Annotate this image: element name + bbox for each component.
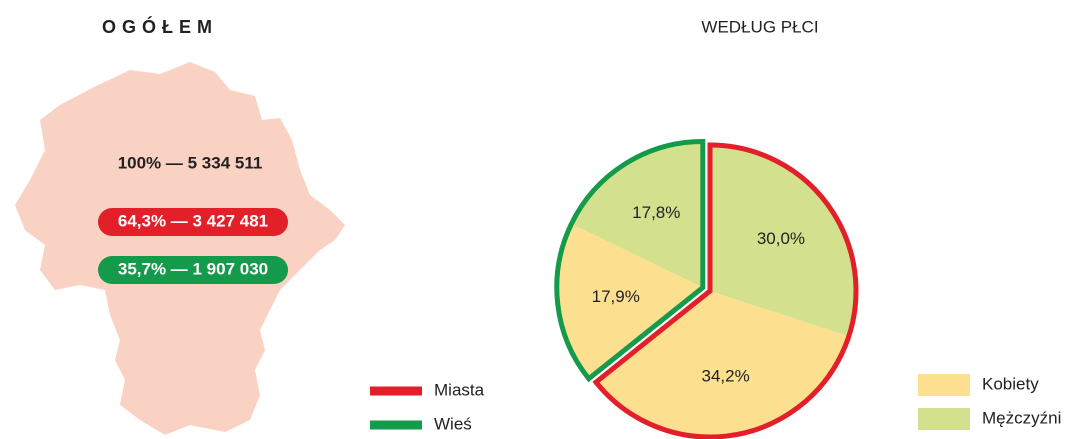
- legend-label: Wieś: [434, 414, 472, 433]
- chart-title: WEDŁUG PŁCI: [701, 17, 818, 36]
- legend-swatch: [918, 408, 970, 430]
- group-outline: [554, 139, 706, 383]
- slice-label: 17,8%: [632, 203, 680, 222]
- region-map: [15, 62, 345, 435]
- urban-pill: [98, 208, 288, 236]
- legend-label: Kobiety: [982, 374, 1039, 393]
- slice-label: 30,0%: [757, 229, 805, 248]
- legend-label: Miasta: [434, 380, 485, 399]
- map-title: OGÓŁEM: [102, 16, 218, 37]
- pie-slice: [595, 291, 849, 437]
- slice-label: 17,9%: [592, 287, 640, 306]
- urban-label: 64,3% — 3 427 481: [118, 211, 268, 230]
- slice-label: 34,2%: [702, 367, 750, 386]
- legend-swatch: [918, 374, 970, 396]
- rural-label: 35,7% — 1 907 030: [118, 259, 268, 278]
- total-label: 100% — 5 334 511: [118, 153, 263, 172]
- group-outline: [592, 142, 859, 439]
- pie-slice: [710, 145, 856, 337]
- rural-pill: [98, 256, 288, 284]
- pie-slice: [571, 141, 703, 288]
- legend-label: Mężczyźni: [982, 408, 1061, 427]
- pie-slice: [556, 223, 703, 379]
